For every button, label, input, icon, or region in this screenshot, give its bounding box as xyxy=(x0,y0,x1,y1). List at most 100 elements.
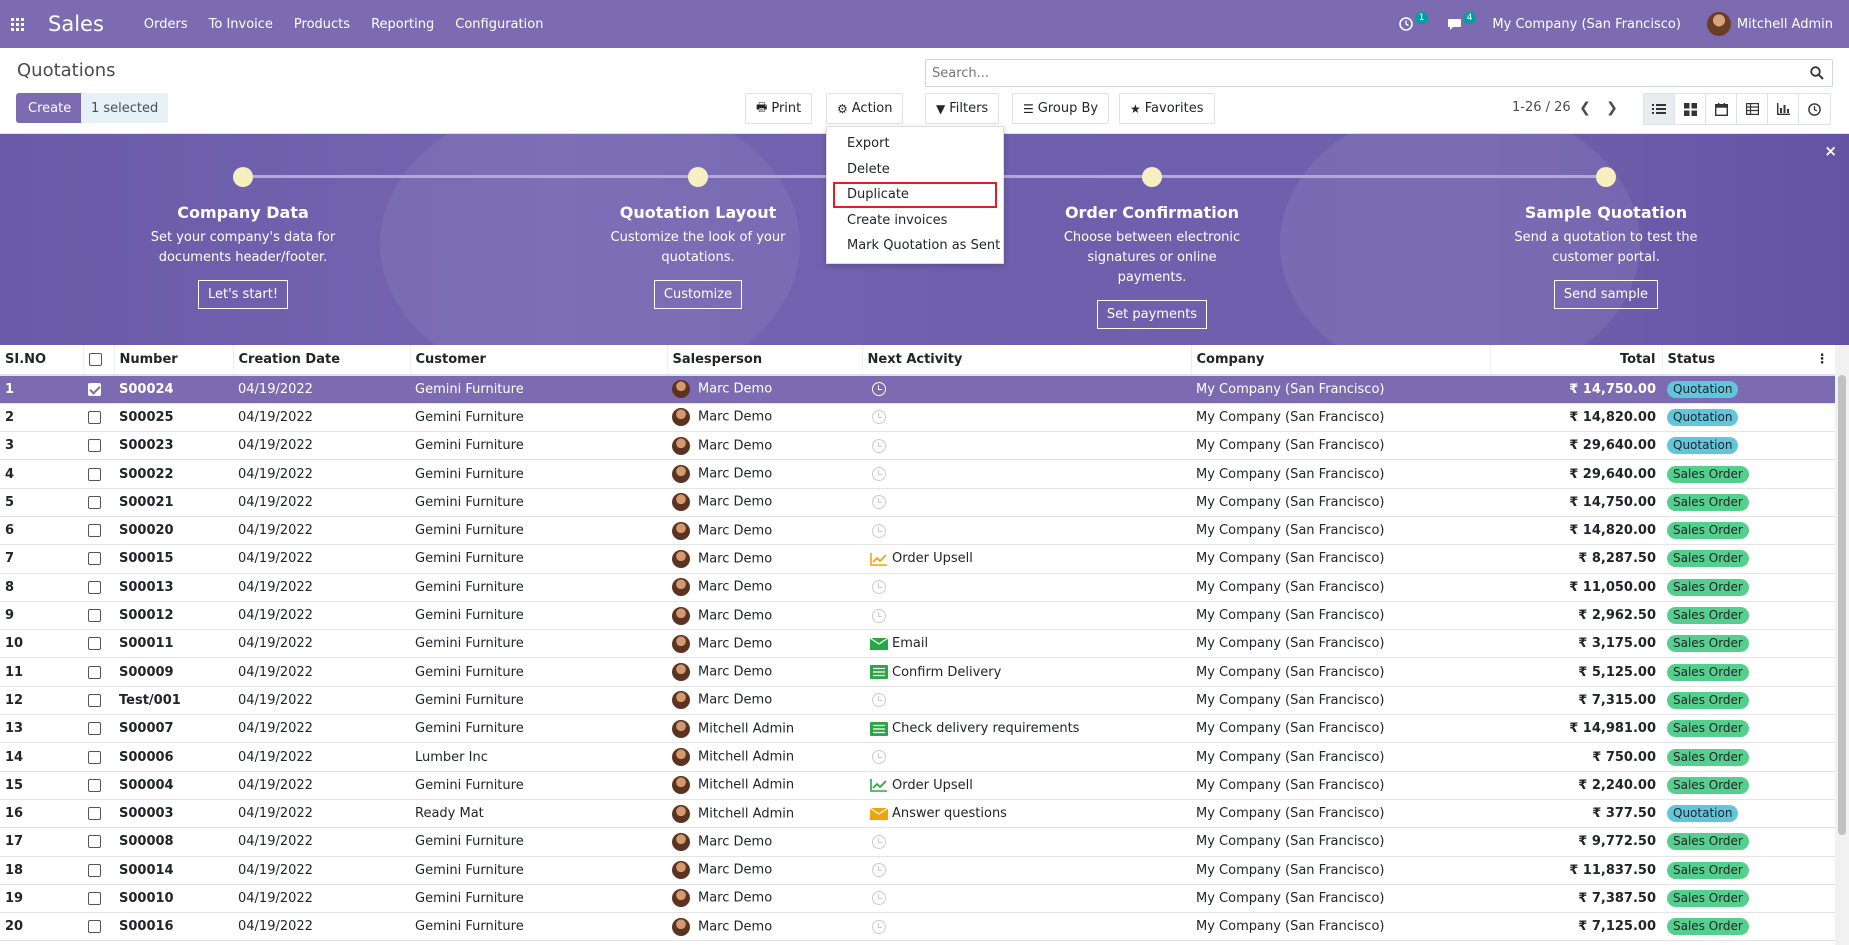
row-checkbox[interactable] xyxy=(88,665,101,679)
row-select-cell[interactable] xyxy=(83,573,114,602)
col-status-header[interactable]: Status ⋮ xyxy=(1662,345,1835,376)
row-checkbox[interactable] xyxy=(88,580,101,594)
col-sino-header[interactable]: SI.NO xyxy=(0,345,84,376)
table-row[interactable]: 5 S00021 04/19/2022 Gemini Furniture Marc De… xyxy=(0,488,1835,517)
row-checkbox[interactable] xyxy=(88,439,101,453)
col-total-header[interactable]: Total xyxy=(1490,345,1663,376)
table-row[interactable]: 3 S00023 04/19/2022 Gemini Furniture Marc De… xyxy=(0,431,1835,461)
row-select-cell[interactable] xyxy=(83,516,114,546)
activity-label[interactable]: Check delivery requirements xyxy=(892,721,1080,737)
col-salesperson-header[interactable]: Salesperson xyxy=(667,345,863,376)
row-select-cell[interactable] xyxy=(83,742,114,772)
clock-icon[interactable] xyxy=(872,693,886,708)
table-row[interactable]: 17 S00008 04/19/2022 Gemini Furniture Marc D… xyxy=(0,827,1835,857)
row-checkbox[interactable] xyxy=(88,467,101,481)
table-row[interactable]: 6 S00020 04/19/2022 Gemini Furniture Marc De… xyxy=(0,516,1835,546)
row-checkbox[interactable] xyxy=(88,835,101,849)
row-checkbox[interactable] xyxy=(88,637,101,651)
menu-item-delete[interactable]: Delete xyxy=(847,161,890,177)
table-row[interactable]: 12 Test/001 04/19/2022 Gemini Furniture Marc… xyxy=(0,686,1835,716)
calendar-view-icon[interactable] xyxy=(1706,94,1737,124)
graph-view-icon[interactable] xyxy=(1768,94,1799,124)
clock-icon[interactable] xyxy=(872,863,886,878)
activity-clock-icon[interactable]: 1 xyxy=(1396,12,1429,34)
activity-label[interactable]: Email xyxy=(892,636,929,652)
table-row[interactable]: 1 S00024 04/19/2022 Gemini Furniture Marc De… xyxy=(0,375,1835,404)
row-checkbox[interactable] xyxy=(88,495,101,509)
table-row[interactable]: 4 S00022 04/19/2022 Gemini Furniture Marc De… xyxy=(0,459,1835,489)
row-checkbox[interactable] xyxy=(88,382,101,396)
lets-start-button[interactable]: Let's start! xyxy=(197,280,289,309)
print-button[interactable]: 🖶 Print xyxy=(745,93,813,124)
table-row[interactable]: 14 S00006 04/19/2022 Lumber Inc Mitchell Adm… xyxy=(0,742,1835,772)
row-select-cell[interactable] xyxy=(83,657,114,687)
table-row[interactable]: 18 S00014 04/19/2022 Gemini Furniture Marc D… xyxy=(0,856,1835,885)
clock-icon[interactable] xyxy=(872,523,886,538)
row-select-cell[interactable] xyxy=(83,912,114,942)
row-select-cell[interactable] xyxy=(83,884,114,914)
activity-label[interactable]: Answer questions xyxy=(892,806,1007,822)
table-row[interactable]: 19 S00010 04/19/2022 Gemini Furniture Marc D… xyxy=(0,884,1835,914)
filters-button[interactable]: ▼ Filters xyxy=(925,93,1000,124)
send-sample-button[interactable]: Send sample xyxy=(1553,280,1659,309)
clock-icon[interactable] xyxy=(872,580,886,595)
action-button[interactable]: ⚙ Action xyxy=(826,93,904,124)
row-checkbox[interactable] xyxy=(88,693,101,707)
table-row[interactable]: 7 S00015 04/19/2022 Gemini Furniture Marc De… xyxy=(0,544,1835,574)
row-select-cell[interactable] xyxy=(83,629,114,659)
clock-icon[interactable] xyxy=(872,891,886,906)
menu-products[interactable]: Products xyxy=(293,16,351,32)
create-button[interactable]: Create xyxy=(16,93,84,123)
activity-label[interactable]: Order Upsell xyxy=(892,551,973,567)
search-icon[interactable] xyxy=(1810,66,1824,80)
row-select-cell[interactable] xyxy=(83,375,114,404)
activity-view-icon[interactable] xyxy=(1799,94,1830,124)
clock-icon[interactable] xyxy=(872,834,886,849)
clock-icon[interactable] xyxy=(872,410,886,425)
col-company-header[interactable]: Company xyxy=(1191,345,1491,376)
row-checkbox[interactable] xyxy=(88,410,101,424)
search-box[interactable] xyxy=(925,59,1833,87)
menu-item-mark-sent[interactable]: Mark Quotation as Sent xyxy=(847,238,1001,254)
table-row[interactable]: 13 S00007 04/19/2022 Gemini Furniture Mitche… xyxy=(0,714,1835,744)
row-select-cell[interactable] xyxy=(83,459,114,489)
apps-menu-icon[interactable] xyxy=(0,0,34,48)
col-customer-header[interactable]: Customer xyxy=(410,345,668,376)
table-row[interactable]: 16 S00003 04/19/2022 Ready Mat Mitchell Admi… xyxy=(0,799,1835,829)
table-row[interactable]: 2 S00025 04/19/2022 Gemini Furniture Marc De… xyxy=(0,403,1835,433)
table-row[interactable]: 11 S00009 04/19/2022 Gemini Furniture Marc D… xyxy=(0,657,1835,687)
pivot-view-icon[interactable] xyxy=(1737,94,1768,124)
messaging-chat-icon[interactable]: 4 xyxy=(1444,12,1477,34)
menu-item-create-invoices[interactable]: Create invoices xyxy=(847,212,948,228)
kanban-view-icon[interactable] xyxy=(1675,94,1706,124)
table-row[interactable]: 9 S00012 04/19/2022 Gemini Furniture Marc De… xyxy=(0,601,1835,631)
menu-item-export[interactable]: Export xyxy=(847,136,890,151)
customize-button[interactable]: Customize xyxy=(653,280,743,309)
row-select-cell[interactable] xyxy=(83,601,114,631)
col-creation-date-header[interactable]: Creation Date xyxy=(233,345,411,376)
favorites-button[interactable]: ★ Favorites xyxy=(1119,93,1215,124)
menu-reporting[interactable]: Reporting xyxy=(371,16,435,32)
row-select-cell[interactable] xyxy=(83,771,114,800)
clock-icon[interactable] xyxy=(872,438,886,453)
row-select-cell[interactable] xyxy=(83,544,114,574)
set-payments-button[interactable]: Set payments xyxy=(1096,300,1208,329)
row-checkbox[interactable] xyxy=(88,778,101,792)
row-select-cell[interactable] xyxy=(83,403,114,433)
table-row[interactable]: 15 S00004 04/19/2022 Gemini Furniture Mitche… xyxy=(0,771,1835,800)
list-view-icon[interactable] xyxy=(1644,94,1675,124)
company-switcher[interactable]: My Company (San Francisco) xyxy=(1492,16,1681,32)
row-select-cell[interactable] xyxy=(83,799,114,829)
row-select-cell[interactable] xyxy=(83,686,114,716)
search-input[interactable] xyxy=(926,60,1786,86)
row-checkbox[interactable] xyxy=(88,722,101,736)
row-checkbox[interactable] xyxy=(88,891,101,905)
row-select-cell[interactable] xyxy=(83,714,114,744)
col-next-activity-header[interactable]: Next Activity xyxy=(862,345,1192,376)
row-checkbox[interactable] xyxy=(88,807,101,821)
optional-columns-icon[interactable]: ⋮ xyxy=(1815,352,1829,367)
pager-previous-icon[interactable]: ❮ xyxy=(1579,100,1591,116)
table-row[interactable]: 20 S00016 04/19/2022 Gemini Furniture Marc D… xyxy=(0,912,1835,942)
row-select-cell[interactable] xyxy=(83,431,114,461)
clock-icon[interactable] xyxy=(872,750,886,764)
